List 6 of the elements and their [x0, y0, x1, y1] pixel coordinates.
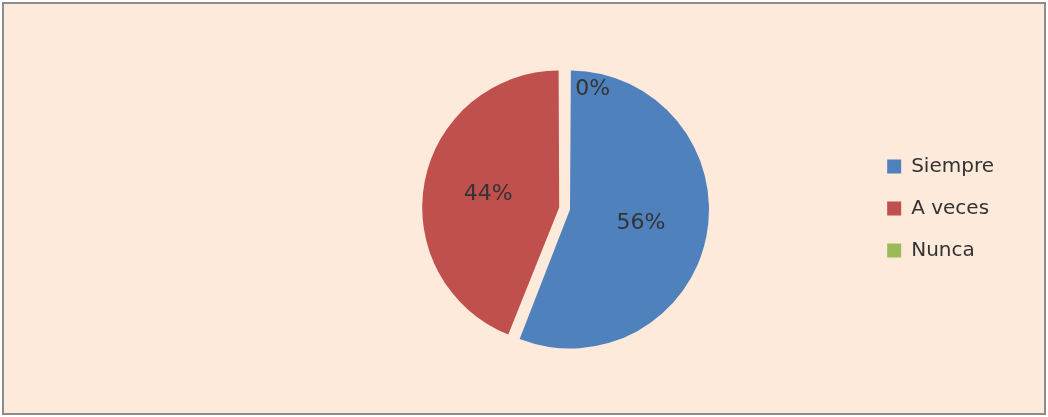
legend-label: A veces	[911, 194, 990, 219]
text: 0%	[575, 75, 611, 101]
data-label: 44%	[463, 179, 513, 205]
data-label: 56%	[616, 208, 666, 234]
legend-label: Siempre	[911, 152, 995, 177]
legend-label: Nunca	[911, 236, 975, 261]
